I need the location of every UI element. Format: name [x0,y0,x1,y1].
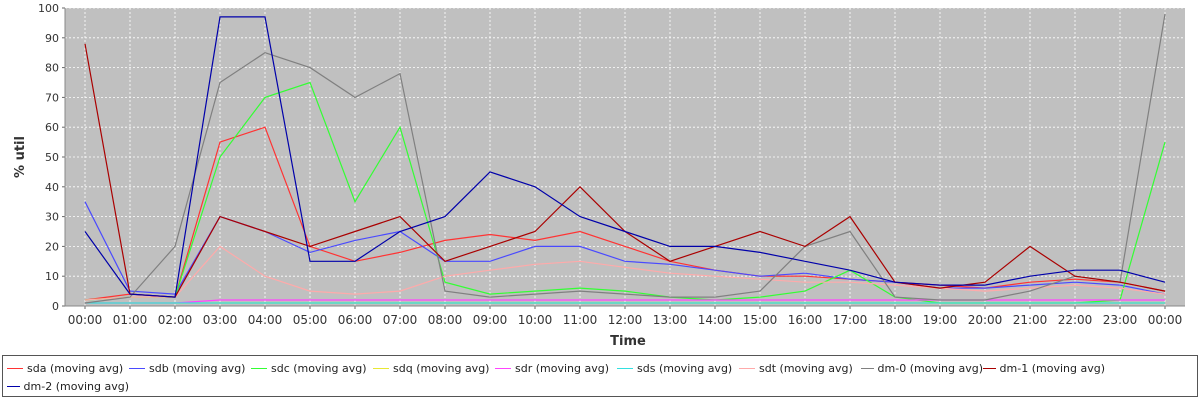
legend-label: sds (moving avg) [637,361,733,375]
y-tick-label: 80 [45,62,59,75]
legend-swatch [129,367,145,369]
y-tick-label: 100 [38,2,59,15]
x-tick-label: 14:00 [698,313,733,327]
legend-item: dm-1 (moving avg) [983,359,1105,377]
legend-label: sdc (moving avg) [271,361,367,375]
legend-label: dm-2 (moving avg) [23,379,129,393]
legend-label: dm-1 (moving avg) [999,361,1105,375]
legend-swatch [373,367,389,369]
legend-swatch [617,367,633,369]
y-tick-label: 40 [45,181,59,194]
x-tick-label: 07:00 [383,313,418,327]
legend-swatch [983,367,996,369]
x-tick-label: 00:00 [68,313,103,327]
y-tick-label: 20 [45,240,59,253]
y-tick-label: 60 [45,121,59,134]
x-tick-label: 03:00 [203,313,238,327]
legend-item: sdt (moving avg) [739,359,861,377]
legend-item: sda (moving avg) [7,359,129,377]
x-tick-label: 17:00 [833,313,868,327]
y-tick-label: 50 [45,151,59,164]
y-tick-label: 0 [52,300,59,313]
legend-swatch [495,367,511,369]
legend-item: dm-2 (moving avg) [7,377,129,395]
x-tick-label: 13:00 [653,313,688,327]
legend-label: dm-0 (moving avg) [877,361,983,375]
x-tick-label: 08:00 [428,313,463,327]
legend-item: sds (moving avg) [617,359,739,377]
x-axis-title: Time [610,334,646,349]
x-axis: 00:00 01:00 02:00 03:00 04:00 05:00 06:00 07:00… [65,305,1185,327]
y-axis: 0 10 20 30 40 50 60 70 80 90 100 [38,2,66,313]
x-tick-label: 20:00 [968,313,1003,327]
legend-swatch [861,367,874,369]
x-tick-label: 04:00 [248,313,283,327]
x-tick-label: 12:00 [608,313,643,327]
x-tick-label: 00:00 [1148,313,1183,327]
y-axis-title: % util [13,136,28,178]
x-tick-label: 05:00 [293,313,328,327]
legend-item: sdr (moving avg) [495,359,617,377]
legend-item: dm-0 (moving avg) [861,359,983,377]
x-tick-label: 10:00 [518,313,553,327]
legend-item: sdb (moving avg) [129,359,251,377]
y-tick-label: 30 [45,211,59,224]
x-tick-label: 15:00 [743,313,778,327]
legend-swatch [739,367,755,369]
x-tick-label: 02:00 [158,313,193,327]
legend-label: sdr (moving avg) [515,361,610,375]
x-tick-label: 01:00 [113,313,148,327]
x-tick-label: 11:00 [563,313,598,327]
legend-item: sdq (moving avg) [373,359,495,377]
legend-row: sda (moving avg) sdb (moving avg) sdc (mov… [7,359,1193,395]
x-tick-label: 23:00 [1103,313,1138,327]
x-tick-label: 09:00 [473,313,508,327]
series-group [84,13,1166,304]
legend-label: sdb (moving avg) [149,361,246,375]
legend-swatch [7,385,20,387]
x-tick-label: 19:00 [923,313,958,327]
y-tick-label: 90 [45,32,59,45]
y-tick-label: 10 [45,270,59,283]
x-tick-label: 06:00 [338,313,373,327]
x-tick-label: 16:00 [788,313,823,327]
chart: 0 10 20 30 40 50 60 70 80 90 100 00:00 01:00 02:00 03… [13,2,1185,349]
legend-swatch [251,367,267,369]
x-tick-label: 21:00 [1013,313,1048,327]
series-line-9 [84,16,1166,298]
legend-swatch [7,367,23,369]
series-line-7 [84,13,1166,304]
y-tick-label: 70 [45,91,59,104]
legend-label: sdq (moving avg) [393,361,490,375]
series-line-6 [84,245,1166,301]
legend-item: sdc (moving avg) [251,359,373,377]
legend-label: sdt (moving avg) [759,361,853,375]
x-tick-label: 22:00 [1058,313,1093,327]
x-tick-label: 18:00 [878,313,913,327]
legend-label: sda (moving avg) [27,361,124,375]
legend: sda (moving avg) sdb (moving avg) sdc (mov… [2,355,1198,397]
